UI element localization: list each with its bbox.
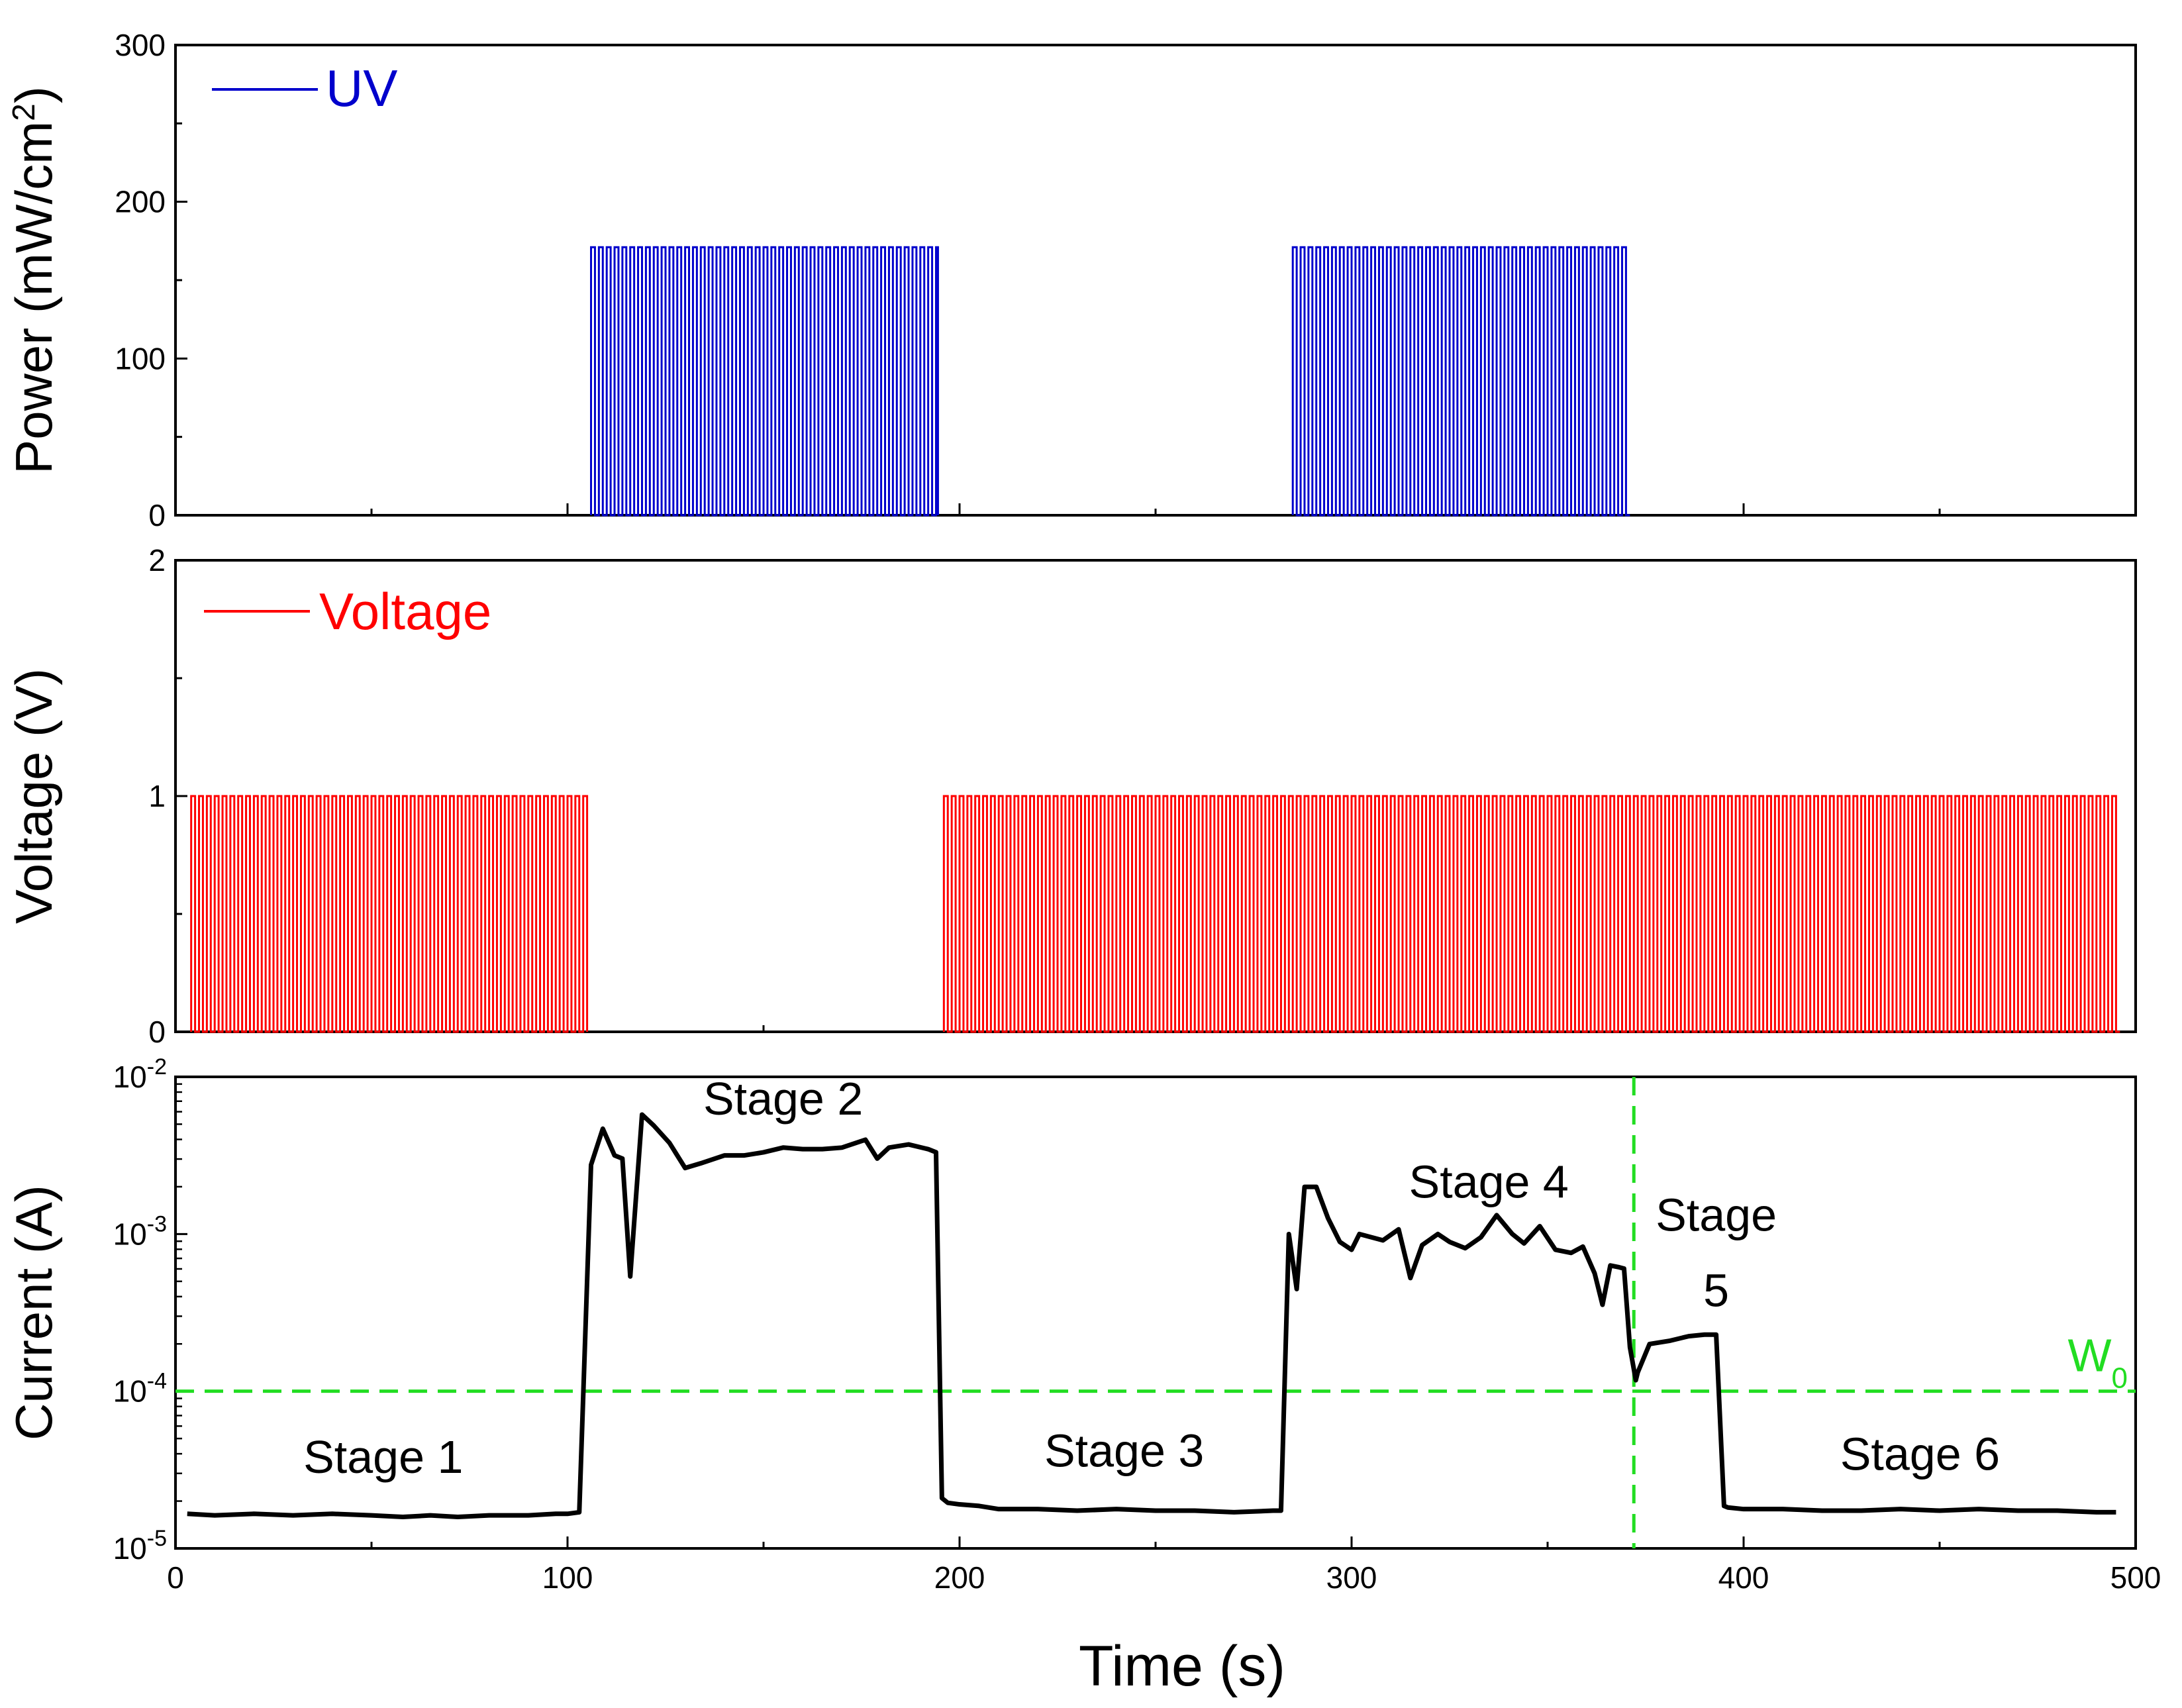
stage-annotation: Stage 6 [1840, 1428, 2000, 1480]
y-tick-label: 10-3 [113, 1211, 167, 1251]
axis-ticks-layer: 0 100 200 300 400 500 0 100 200 300 0 1 2 10-5 10-4 10-… [113, 28, 2161, 1595]
stage-annotation: 5 [1703, 1265, 1729, 1317]
y-tick-label: 10-5 [113, 1526, 167, 1566]
data-layer [175, 246, 2136, 1548]
uv-legend-label: UV [326, 59, 397, 117]
power-axis-title: Power (mW/cm2) [5, 86, 63, 474]
y-tick-label: 10-2 [113, 1054, 167, 1094]
x-tick-label: 300 [1326, 1560, 1377, 1595]
voltage-axis-title: Voltage (V) [5, 668, 63, 924]
uv-power-series [590, 246, 1630, 517]
y-tick-label: 200 [115, 185, 166, 219]
annotation-layer: W0 Stage 1 Stage 2 Stage 3 Stage 4 Stage 5 Stag… [303, 1073, 2128, 1483]
voltage-legend-label: Voltage [319, 582, 491, 640]
y-tick-label: 10-4 [113, 1369, 167, 1409]
stage-annotation: Stage 3 [1044, 1425, 1204, 1477]
stage-annotation: Stage 2 [703, 1073, 863, 1125]
voltage-legend: Voltage [204, 582, 491, 640]
voltage-series [190, 795, 2120, 1033]
y-tick-label: 0 [148, 1015, 166, 1049]
x-tick-label: 500 [2110, 1560, 2161, 1595]
stage-annotation: Stage 4 [1409, 1156, 1569, 1208]
y-tick-label: 100 [115, 341, 166, 376]
y-tick-label: 2 [148, 543, 166, 578]
power-plot-frame [174, 44, 2137, 517]
current-axis-title: Current (A) [5, 1185, 63, 1440]
x-tick-label: 0 [167, 1560, 184, 1595]
y-tick-label: 300 [115, 28, 166, 62]
stage-annotation: Stage [1656, 1189, 1777, 1241]
stage-annotation: Stage 1 [303, 1431, 463, 1483]
x-tick-label: 100 [542, 1560, 593, 1595]
y-tick-label: 1 [148, 779, 166, 813]
time-axis-title: Time (s) [1079, 1634, 1285, 1698]
x-tick-label: 400 [1718, 1560, 1769, 1595]
current-series [187, 1112, 2116, 1520]
uv-legend: UV [212, 59, 397, 117]
x-tick-label: 200 [934, 1560, 985, 1595]
y-tick-label: 0 [148, 498, 166, 532]
w0-label: W0 [2067, 1330, 2128, 1395]
